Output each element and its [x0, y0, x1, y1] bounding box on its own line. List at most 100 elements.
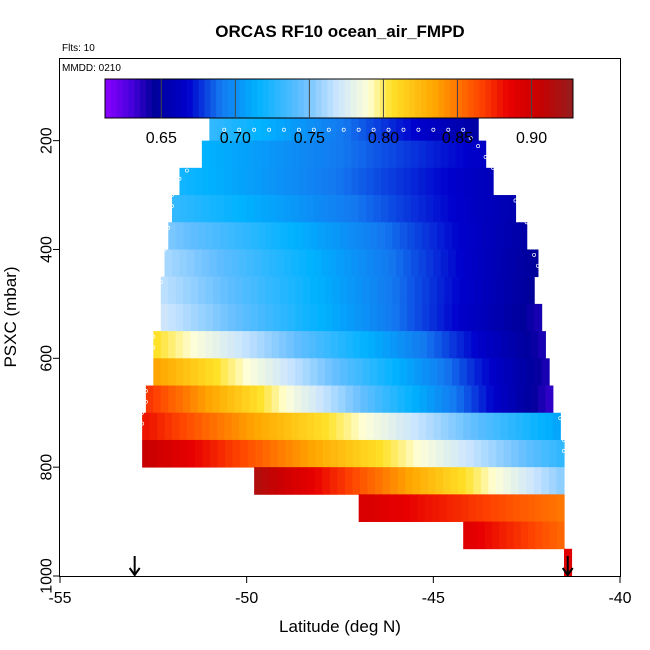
- heatmap-cell: [407, 222, 416, 250]
- heatmap-cell: [313, 140, 322, 169]
- heatmap-cell: [388, 249, 397, 278]
- colorbar-segment: [192, 79, 200, 118]
- heatmap-cell: [234, 385, 243, 414]
- heatmap-cell: [395, 494, 404, 522]
- heatmap-cell: [280, 358, 289, 386]
- heatmap-cell: [556, 467, 565, 495]
- heatmap-cell: [448, 412, 457, 441]
- x-tick-label: -45: [422, 590, 445, 607]
- heatmap-cell: [183, 358, 192, 386]
- heatmap-cell: [417, 494, 426, 522]
- heatmap-cell: [463, 412, 472, 441]
- heatmap-cell: [261, 140, 270, 169]
- colorbar-segment: [362, 79, 369, 118]
- colorbar-segment: [245, 79, 252, 118]
- heatmap-cell: [425, 113, 434, 142]
- flight-track-point: [296, 127, 301, 132]
- flight-track-point: [528, 231, 533, 236]
- heatmap-cell: [499, 521, 507, 550]
- heatmap-cell: [422, 303, 431, 332]
- heatmap-cell: [145, 385, 154, 414]
- heatmap-cell: [428, 439, 437, 468]
- heatmap-cell: [265, 222, 274, 250]
- heatmap-cell: [239, 113, 248, 142]
- heatmap-cell: [508, 412, 517, 441]
- heatmap-cell: [168, 222, 177, 250]
- heatmap-cell: [269, 195, 278, 223]
- heatmap-cell: [496, 439, 505, 468]
- heatmap-cell: [209, 249, 218, 278]
- heatmap-cell: [526, 358, 535, 386]
- heatmap-cell: [358, 494, 367, 522]
- heatmap-cell: [295, 303, 304, 332]
- colorbar-segment: [467, 79, 475, 118]
- flight-track-point: [151, 334, 156, 339]
- heatmap-cell: [190, 358, 199, 386]
- heatmap-cell: [413, 439, 422, 468]
- heatmap-cell: [448, 195, 457, 223]
- colorbar-segment: [251, 79, 258, 118]
- heatmap-cell: [246, 195, 255, 223]
- heatmap-cell: [254, 412, 263, 441]
- heatmap-cell: [418, 140, 427, 169]
- heatmap-cell: [345, 385, 354, 414]
- flight-track-point: [543, 296, 548, 301]
- flight-track-point: [498, 176, 503, 181]
- heatmap-cell: [343, 195, 352, 223]
- heatmap-cell: [220, 276, 229, 305]
- heatmap-cell: [310, 303, 319, 332]
- heatmap-cell: [261, 195, 270, 223]
- heatmap-cell: [235, 222, 244, 250]
- heatmap-cell: [511, 467, 520, 495]
- heatmap-cell: [157, 439, 166, 468]
- colorbar-segment: [286, 79, 293, 118]
- heatmap-cell: [537, 331, 546, 359]
- heatmap-cell: [541, 467, 550, 495]
- heatmap-cell: [535, 521, 543, 550]
- flight-track-point: [554, 372, 559, 377]
- heatmap-cell: [392, 303, 401, 332]
- heatmap-cell: [250, 222, 259, 250]
- flight-track-point: [203, 127, 208, 132]
- heatmap-cell: [306, 167, 315, 196]
- heatmap-cell: [306, 249, 315, 278]
- heatmap-cell: [470, 195, 479, 223]
- heatmap-cell: [505, 494, 514, 522]
- heatmap-cell: [508, 331, 517, 359]
- heatmap-cell: [186, 195, 195, 223]
- y-axis-label: PSXC (mbar): [1, 266, 20, 367]
- heatmap-cell: [330, 385, 339, 414]
- colorbar-segment: [461, 79, 469, 118]
- heatmap-cell: [277, 439, 286, 468]
- heatmap-cell: [321, 140, 330, 169]
- heatmap-cell: [307, 439, 316, 468]
- heatmap-cell: [353, 385, 362, 414]
- heatmap-cell: [316, 385, 325, 414]
- heatmap-cell: [254, 467, 263, 495]
- heatmap-cell: [377, 358, 386, 386]
- heatmap-cell: [254, 140, 263, 169]
- heatmap-cell: [485, 167, 494, 196]
- heatmap-cell: [424, 494, 433, 522]
- heatmap-cell: [473, 467, 482, 495]
- flight-track-point: [386, 127, 391, 132]
- heatmap-cell: [360, 439, 369, 468]
- heatmap-cell: [246, 167, 255, 196]
- heatmap-cell: [336, 167, 345, 196]
- heatmap-cell: [388, 494, 396, 522]
- heatmap-cell: [317, 303, 326, 332]
- heatmap-cell: [280, 222, 289, 250]
- heatmap-cell: [459, 222, 468, 250]
- heatmap-cell: [396, 140, 405, 169]
- heatmap-cell: [483, 494, 492, 522]
- heatmap-cell: [448, 167, 457, 196]
- heatmap-cell: [496, 303, 505, 332]
- heatmap-cell: [313, 113, 322, 142]
- heatmap-cell: [530, 331, 539, 359]
- heatmap-cell: [367, 331, 376, 359]
- heatmap-cell: [224, 140, 233, 169]
- flight-track-point: [222, 127, 227, 132]
- heatmap-cell: [410, 140, 419, 169]
- heatmap-cell: [388, 140, 397, 169]
- heatmap-cell: [198, 303, 207, 332]
